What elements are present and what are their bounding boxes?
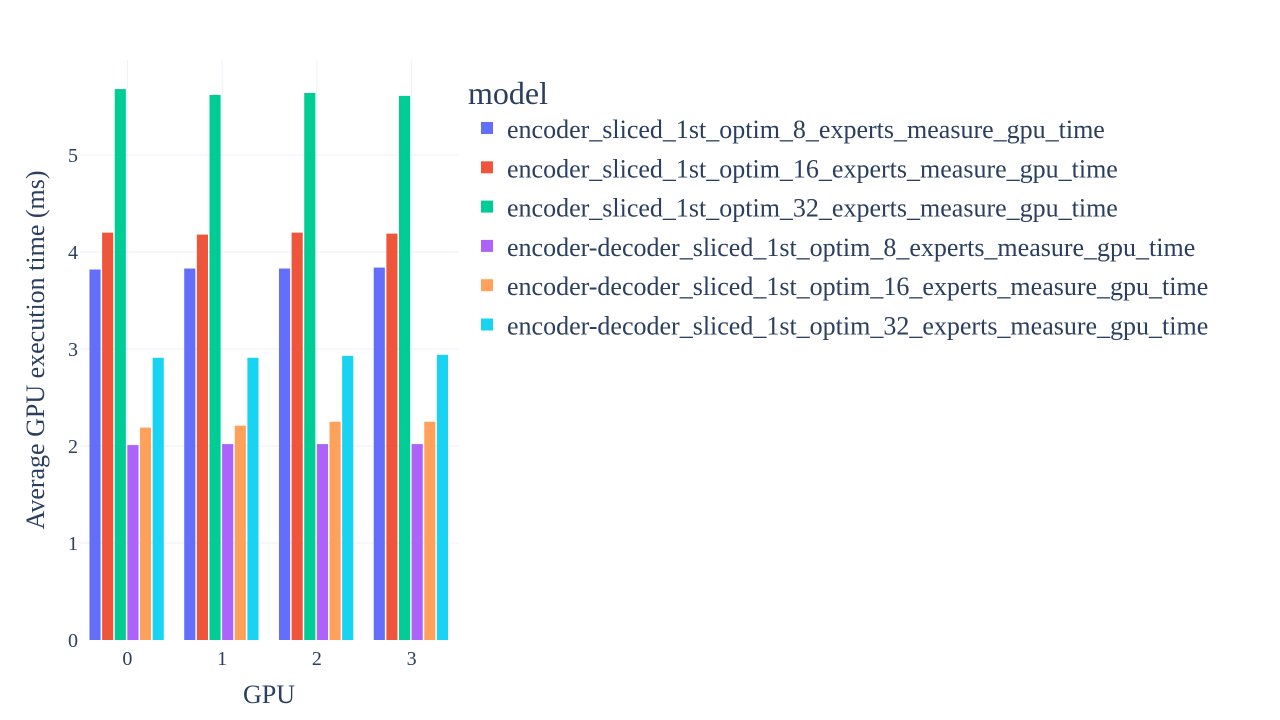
bar <box>184 268 196 640</box>
bar <box>424 421 436 640</box>
bar <box>247 357 259 640</box>
bar <box>436 354 449 640</box>
bar <box>127 445 139 640</box>
legend-label: encoder_sliced_1st_optim_32_experts_meas… <box>507 194 1118 223</box>
bar <box>278 268 291 640</box>
y-tick-label: 2 <box>68 436 78 458</box>
bar <box>102 232 114 640</box>
x-tick-label: 1 <box>217 648 227 670</box>
x-tick-label: 0 <box>122 648 132 670</box>
legend-swatch <box>481 239 493 252</box>
bar <box>373 267 385 640</box>
y-axis-title: Average GPU execution time (ms) <box>21 170 50 529</box>
legend-swatch <box>481 122 493 134</box>
legend-swatch <box>481 318 493 331</box>
bar <box>304 92 316 641</box>
bar <box>222 444 234 640</box>
bar <box>196 234 208 640</box>
x-axis-title: GPU <box>243 680 295 709</box>
x-axis-ticks: 0 1 2 3 <box>122 648 416 670</box>
bar <box>140 427 152 640</box>
legend-label: encoder-decoder_sliced_1st_optim_32_expe… <box>507 312 1208 341</box>
bar <box>209 94 221 641</box>
bar <box>152 357 164 640</box>
y-tick-label: 5 <box>68 145 78 167</box>
y-tick-label: 1 <box>68 533 78 555</box>
legend-swatch <box>481 161 493 174</box>
bar <box>291 232 303 640</box>
legend-label: encoder-decoder_sliced_1st_optim_8_exper… <box>507 233 1195 262</box>
bar <box>114 89 126 641</box>
x-tick-label: 3 <box>407 648 417 670</box>
y-tick-label: 3 <box>68 339 78 361</box>
legend-swatch <box>481 200 493 213</box>
bar <box>386 233 398 641</box>
bar <box>411 444 423 640</box>
bar <box>316 444 329 640</box>
y-axis-ticks: 0 1 2 3 4 5 <box>68 145 78 652</box>
bar <box>329 421 341 640</box>
bars <box>89 89 449 641</box>
legend: model encoder_sliced_1st_optim_8_experts… <box>468 75 1208 341</box>
legend-swatch <box>481 279 493 292</box>
bar <box>89 269 101 640</box>
bar <box>398 95 411 640</box>
legend-title: model <box>468 75 548 111</box>
bar <box>234 425 246 640</box>
y-tick-label: 0 <box>68 630 78 652</box>
legend-label: encoder-decoder_sliced_1st_optim_16_expe… <box>507 272 1208 301</box>
bar <box>342 355 354 640</box>
legend-label: encoder_sliced_1st_optim_8_experts_measu… <box>507 115 1105 144</box>
x-tick-label: 2 <box>312 648 322 670</box>
y-tick-label: 4 <box>68 242 78 264</box>
legend-label: encoder_sliced_1st_optim_16_experts_meas… <box>507 154 1118 183</box>
